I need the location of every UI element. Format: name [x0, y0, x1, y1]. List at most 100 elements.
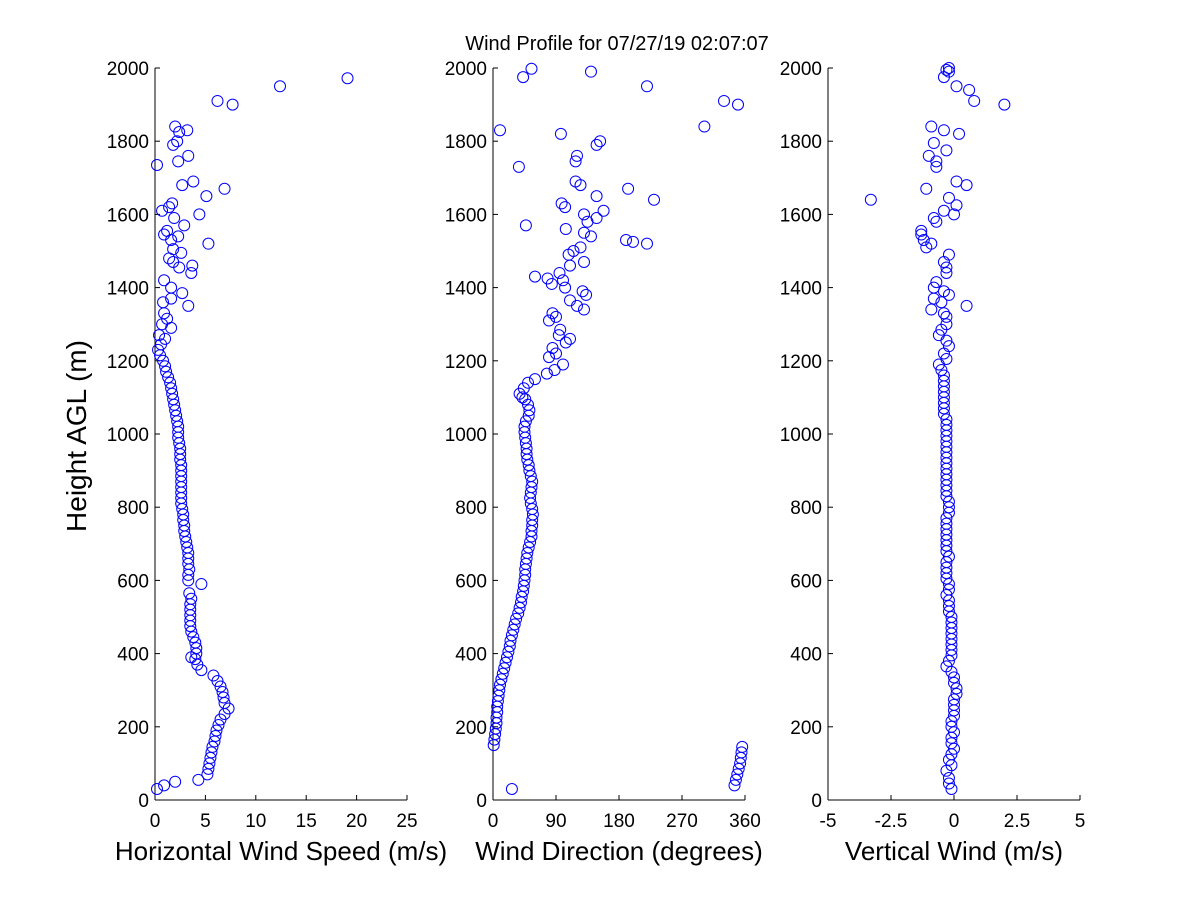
speed-data-point: [218, 182, 231, 195]
direction-data-point: [521, 546, 534, 559]
speed-y-tick-label: 1000: [107, 425, 149, 446]
direction-y-tick-label: 1400: [445, 279, 487, 300]
direction-data-point: [504, 634, 517, 647]
vertical-data-point: [925, 303, 938, 316]
vertical-data-point: [942, 753, 955, 766]
direction-data-point: [590, 212, 603, 225]
vertical-y-tick-label: 200: [790, 718, 822, 739]
speed-data-point: [152, 343, 165, 356]
vertical-data-point: [963, 83, 976, 96]
speed-data-point: [176, 287, 189, 300]
direction-data-point: [569, 155, 582, 168]
vertical-data-point: [940, 418, 953, 431]
direction-data-point: [627, 235, 639, 248]
vertical-y-tick-label: 600: [790, 571, 822, 592]
direction-data-point: [505, 629, 518, 642]
speed-y-tick-label: 600: [117, 571, 149, 592]
vertical-data-point: [942, 191, 955, 204]
direction-data-point: [698, 120, 711, 133]
direction-x-tick-label: 90: [545, 811, 566, 832]
vertical-data-point: [930, 276, 943, 289]
speed-data-point: [159, 360, 172, 373]
direction-data-point: [559, 201, 572, 214]
vertical-data-point: [925, 237, 938, 250]
vertical-data-point: [948, 676, 960, 689]
direction-data-point: [494, 678, 506, 691]
vertical-data-point: [945, 611, 958, 623]
direction-data-point: [512, 160, 525, 173]
speed-data-point: [165, 382, 178, 395]
speed-data-point: [273, 80, 286, 93]
direction-data-point: [505, 783, 518, 796]
direction-data-point: [557, 358, 569, 371]
direction-data-point: [541, 272, 554, 285]
vertical-y-tick-label: 0: [811, 791, 822, 812]
vertical-data-point: [940, 63, 953, 76]
vertical-data-point: [937, 369, 950, 382]
direction-data-point: [736, 740, 749, 753]
direction-data-point: [564, 294, 576, 307]
vertical-data-point: [953, 127, 966, 140]
direction-data-point: [578, 255, 590, 268]
direction-data-point: [553, 266, 566, 279]
direction-data-point: [735, 746, 748, 759]
vertical-data-point: [948, 726, 960, 739]
speed-data-point: [167, 255, 180, 268]
speed-data-point: [167, 243, 180, 256]
direction-data-point: [508, 618, 521, 631]
direction-data-point: [585, 230, 597, 243]
speed-data-point: [151, 158, 164, 171]
vertical-data-point: [930, 160, 943, 173]
speed-panel: 0 5 10 15 20 25 0 200 400 600 800 1000 1200 1400 1600 1…: [107, 59, 447, 866]
direction-data-point: [557, 274, 569, 287]
direction-data-point: [546, 307, 559, 320]
direction-data-point: [590, 190, 603, 203]
speed-x-axis-title: Horizontal Wind Speed (m/s): [115, 836, 447, 866]
vertical-data-point: [942, 340, 955, 353]
speed-data-point: [193, 208, 206, 221]
vertical-data-point: [920, 182, 933, 195]
speed-data-point: [178, 219, 191, 232]
direction-data-point: [518, 420, 531, 433]
speed-data-point: [153, 329, 166, 342]
direction-x-tick-label: 180: [603, 811, 635, 832]
vertical-data-point: [950, 687, 963, 700]
direction-data-point: [512, 607, 525, 620]
speed-data-point: [183, 587, 196, 600]
speed-y-tick-label: 2000: [107, 59, 149, 80]
speed-x-tick-label: 15: [296, 811, 317, 832]
vertical-data-point: [940, 512, 953, 525]
direction-data-point: [522, 541, 535, 554]
speed-data-point: [172, 230, 185, 243]
speed-data-point: [158, 274, 171, 287]
vertical-data-point: [917, 234, 930, 247]
direction-data-point: [498, 662, 511, 675]
direction-data-point: [554, 127, 567, 140]
vertical-data-point: [940, 261, 953, 274]
vertical-data-point: [950, 682, 963, 695]
vertical-data-point: [942, 550, 955, 563]
speed-data-point: [175, 246, 188, 259]
vertical-x-tick-label: 2.5: [1004, 811, 1030, 832]
direction-data-point: [597, 204, 610, 217]
direction-data-point: [571, 149, 583, 162]
speed-data-point: [172, 155, 185, 168]
speed-data-point: [200, 190, 213, 203]
vertical-data-point: [915, 224, 928, 237]
direction-data-point: [510, 612, 523, 625]
speed-data-point: [202, 237, 215, 250]
vertical-x-tick-label: -2.5: [875, 811, 908, 832]
vertical-data-point: [968, 94, 981, 107]
direction-data-point: [548, 363, 561, 376]
vertical-y-tick-label: 1200: [780, 352, 822, 373]
direction-x-axis-title: Wind Direction (degrees): [475, 836, 763, 866]
vertical-data-point: [925, 120, 938, 133]
speed-data-point: [156, 204, 169, 217]
direction-data-point: [494, 124, 506, 137]
speed-data-point: [190, 642, 203, 655]
direction-data-point: [559, 281, 572, 294]
speed-data-point: [187, 175, 200, 188]
direction-data-point: [529, 270, 541, 283]
